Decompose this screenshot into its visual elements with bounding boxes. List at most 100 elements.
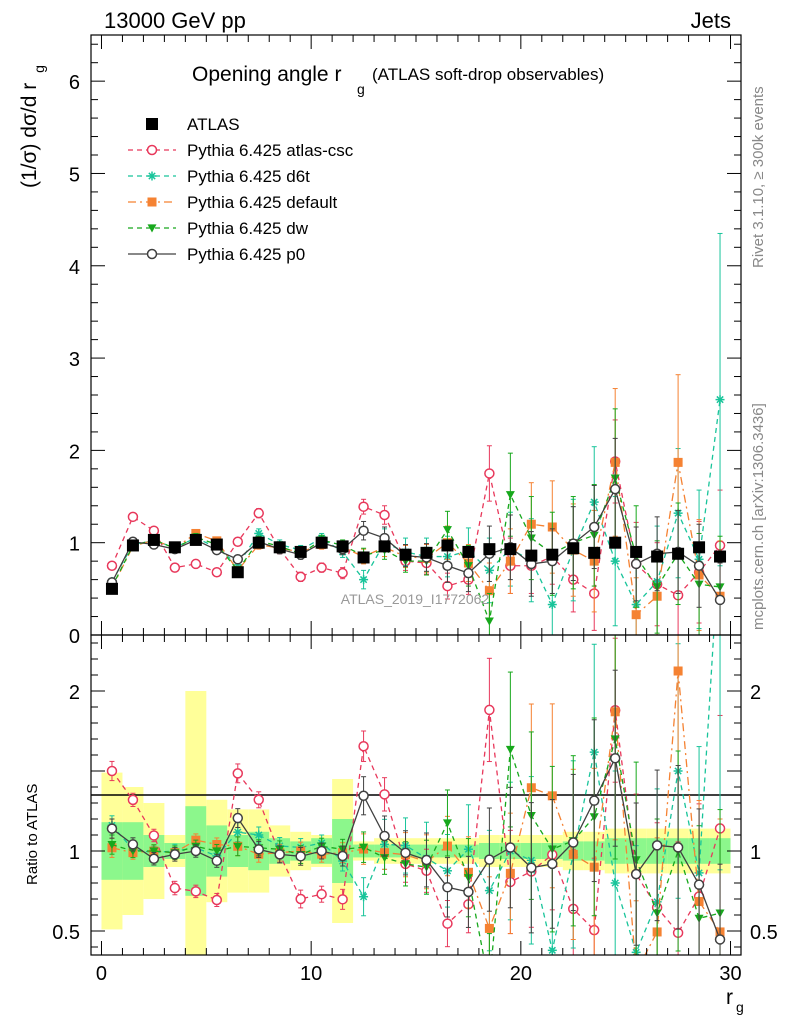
series-atlas_csc-point	[442, 580, 453, 592]
series-atlas-point	[378, 540, 391, 553]
series-atlas_csc-point	[316, 888, 327, 900]
series-default-point	[673, 457, 683, 467]
ratio-panel-series	[106, 635, 726, 990]
legend-item-d6t: Pythia 6.425 d6t	[128, 167, 310, 186]
legend-marker	[146, 248, 158, 260]
series-atlas_csc-point	[211, 894, 223, 906]
series-p0-point	[232, 812, 244, 824]
series-atlas_csc-point	[358, 501, 369, 512]
series-d6t-point	[233, 827, 243, 837]
series-p0-point	[568, 837, 579, 848]
ratio-y-tick-label-right: 1	[750, 842, 761, 864]
series-default-point	[673, 666, 683, 676]
series-atlas-point	[567, 542, 580, 555]
series-p0-point	[316, 845, 327, 857]
series-atlas_csc-point	[379, 509, 390, 521]
series-dw-point	[212, 847, 222, 856]
series-atlas_csc-point	[169, 882, 181, 894]
series-atlas_csc-point	[232, 536, 244, 548]
series-atlas-point	[168, 541, 181, 554]
main-y-tick-label: 3	[69, 349, 80, 371]
series-p0-point	[358, 790, 369, 802]
series-p0-point	[253, 844, 264, 855]
series-p0-point	[169, 849, 181, 860]
series-atlas-main	[105, 533, 727, 595]
series-d6t-point	[715, 395, 725, 405]
series-p0-point	[337, 850, 348, 862]
star-stroke	[148, 172, 156, 180]
series-p0-ratio	[106, 669, 726, 955]
series-p0-point	[526, 862, 537, 873]
legend-label: Pythia 6.425 dw	[187, 219, 309, 238]
series-atlas_csc-point	[484, 468, 495, 479]
series-atlas-point	[273, 541, 286, 554]
series-atlas-point	[693, 541, 706, 554]
legend-marker	[146, 118, 158, 130]
series-default-point	[632, 967, 641, 976]
series-d6t-point	[610, 878, 620, 888]
main-y-axis-label-text: (1/σ) dσ/d r	[18, 83, 41, 188]
main-y-tick-label: 1	[69, 534, 80, 556]
series-p0-point	[547, 858, 558, 870]
star-stroke	[548, 600, 556, 609]
series-p0-point	[672, 842, 684, 853]
series-atlas-point	[126, 539, 139, 552]
series-atlas-point	[546, 548, 559, 561]
series-p0-point	[630, 868, 642, 880]
series-atlas-point	[504, 543, 517, 556]
legend-marker	[147, 171, 157, 181]
analysis-watermark: ATLAS_2019_I1772062	[341, 591, 490, 607]
series-dw-point	[485, 982, 494, 990]
series-atlas-point	[336, 540, 349, 553]
legend-label: ATLAS	[187, 115, 240, 134]
series-atlas-point	[294, 545, 307, 558]
series-d6t-point	[547, 945, 557, 955]
series-p0-point	[484, 854, 495, 865]
legend-item-atlas: ATLAS	[146, 115, 240, 134]
star-stroke	[548, 946, 556, 954]
series-p0-point	[400, 847, 411, 859]
series-atlas-point	[105, 582, 118, 595]
series-atlas_csc-point	[442, 918, 453, 929]
series-p0-point	[609, 752, 621, 764]
series-atlas_csc-point	[295, 893, 306, 905]
series-atlas-point	[525, 549, 538, 562]
series-p0-point	[588, 795, 600, 806]
header-left-label: 13000 GeV pp	[104, 8, 246, 33]
plot-title-extra: (ATLAS soft-drop observables)	[372, 65, 604, 84]
series-default-point	[484, 586, 494, 596]
ratio-y-tick-label-left: 2	[69, 682, 80, 704]
series-p0-point	[630, 558, 642, 570]
mcplots-label: mcplots.cern.ch [arXiv:1306.3436]	[750, 403, 767, 630]
ratio-y-axis-label: Ratio to ATLAS	[24, 784, 41, 885]
series-atlas_csc-point	[337, 567, 348, 579]
series-atlas-point	[357, 551, 370, 564]
series-p0-point	[211, 855, 223, 867]
series-p0-point	[421, 854, 432, 866]
main-y-axis-label: (1/σ) dσ/d r g	[18, 65, 47, 188]
series-p0-line	[111, 487, 721, 601]
main-y-tick-label: 2	[69, 441, 80, 463]
series-p0-point	[609, 483, 621, 495]
series-d6t-point	[547, 600, 557, 610]
series-p0-point	[274, 849, 285, 860]
series-default-line	[111, 462, 721, 616]
series-atlas_csc-point	[358, 740, 369, 752]
rivet-label: Rivet 3.1.10, ≥ 300k events	[750, 86, 767, 268]
series-atlas_csc-point	[316, 562, 327, 573]
series-p0-point	[379, 830, 390, 842]
series-atlas-point	[252, 536, 265, 549]
series-dw-point	[359, 843, 369, 852]
series-atlas_csc-point	[253, 794, 264, 806]
series-dw-point	[107, 841, 117, 850]
star-stroke	[234, 828, 242, 836]
series-d6t-line	[111, 399, 721, 607]
series-p0-point	[190, 845, 202, 857]
series-atlas_csc-point	[232, 768, 244, 779]
series-atlas_csc-point	[148, 830, 160, 841]
series-atlas-point	[714, 550, 727, 563]
series-atlas_csc-point	[211, 566, 223, 578]
series-atlas-point	[231, 566, 244, 579]
series-p0-point	[693, 879, 705, 890]
